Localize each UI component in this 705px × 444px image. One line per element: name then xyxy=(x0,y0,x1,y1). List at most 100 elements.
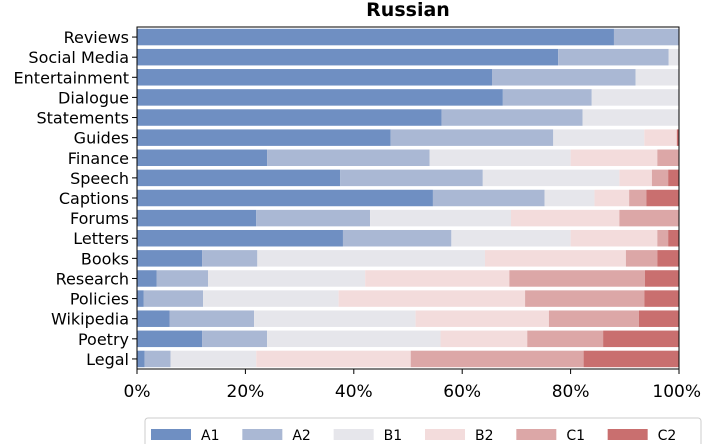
bar-finance-c1 xyxy=(657,149,679,167)
bar-statements-a1 xyxy=(137,109,442,126)
bar-books-a1 xyxy=(137,250,203,267)
bar-captions-b1 xyxy=(544,189,595,207)
bar-reviews-a1 xyxy=(137,28,614,46)
y-tick-label-speech: Speech xyxy=(70,169,129,188)
y-tick-label-wikipedia: Wikipedia xyxy=(51,310,129,329)
x-tick-label-80: 80% xyxy=(552,382,590,402)
y-tick-label-research: Research xyxy=(56,269,129,288)
bar-captions-c1 xyxy=(629,189,647,207)
bar-research-b1 xyxy=(208,270,366,287)
bar-legal-b2 xyxy=(256,350,411,368)
plot-frame xyxy=(136,26,680,370)
bar-wikipedia-a2 xyxy=(169,310,255,327)
bar-entertainment-a1 xyxy=(137,69,493,86)
bar-forums-c1 xyxy=(619,209,679,227)
bar-guides-c2 xyxy=(676,129,679,146)
bar-speech-c2 xyxy=(668,169,679,187)
bar-books-c1 xyxy=(625,250,658,267)
bar-finance-a1 xyxy=(137,149,268,167)
x-tick-label-60: 60% xyxy=(443,382,481,402)
y-tick-label-guides: Guides xyxy=(74,129,129,148)
bar-research-a1 xyxy=(137,270,157,287)
bars-layer xyxy=(137,28,679,368)
legend-label-c2: C2 xyxy=(658,428,677,444)
bar-social-media-a2 xyxy=(558,48,669,66)
bar-speech-a2 xyxy=(340,169,483,187)
bar-legal-b1 xyxy=(170,350,257,368)
y-tick-label-forums: Forums xyxy=(70,209,129,228)
legend-swatch-a1 xyxy=(151,429,191,440)
x-tick-label-20: 20% xyxy=(227,382,265,402)
bar-legal-c1 xyxy=(410,350,584,368)
y-tick-label-entertainment: Entertainment xyxy=(14,68,129,87)
bar-speech-b1 xyxy=(482,169,620,187)
y-tick-label-poetry: Poetry xyxy=(78,330,129,349)
bar-research-a2 xyxy=(156,270,209,287)
legend-swatch-a2 xyxy=(242,429,283,440)
bar-forums-b2 xyxy=(510,209,620,227)
bar-letters-a1 xyxy=(137,229,343,247)
legend-label-a2: A2 xyxy=(292,428,310,444)
bar-poetry-c2 xyxy=(603,330,679,348)
bar-speech-b2 xyxy=(619,169,652,187)
legend-label-a1: A1 xyxy=(201,428,219,444)
legend-box xyxy=(144,417,702,444)
bar-social-media-a1 xyxy=(137,48,559,66)
bar-guides-a1 xyxy=(137,129,391,146)
bar-policies-c1 xyxy=(525,290,645,307)
bar-poetry-b1 xyxy=(267,330,441,348)
y-tick-label-legal: Legal xyxy=(86,350,129,369)
bar-dialogue-a2 xyxy=(502,89,592,106)
bar-letters-a2 xyxy=(342,229,452,247)
y-tick-label-statements: Statements xyxy=(36,109,129,128)
y-tick-label-social-media: Social Media xyxy=(28,48,129,67)
bar-dialogue-b1 xyxy=(591,89,679,106)
bar-books-a2 xyxy=(202,250,258,267)
bar-entertainment-a2 xyxy=(492,69,636,86)
legend-label-b1: B1 xyxy=(384,428,403,444)
bar-research-c2 xyxy=(644,270,679,287)
bar-research-b2 xyxy=(365,270,510,287)
bar-guides-b2 xyxy=(644,129,677,146)
x-tick-label-0: 0% xyxy=(124,382,151,402)
bar-guides-b1 xyxy=(553,129,645,146)
bar-policies-c2 xyxy=(644,290,679,307)
bar-poetry-c1 xyxy=(527,330,604,348)
bar-statements-a2 xyxy=(441,109,583,126)
bar-forums-a2 xyxy=(256,209,371,227)
bar-wikipedia-c2 xyxy=(638,310,679,327)
bar-finance-b1 xyxy=(429,149,571,167)
bar-finance-b2 xyxy=(570,149,658,167)
bar-policies-a2 xyxy=(143,290,204,307)
bar-speech-a1 xyxy=(137,169,341,187)
bar-statements-b1 xyxy=(582,109,679,126)
y-tick-label-reviews: Reviews xyxy=(64,28,129,47)
bar-wikipedia-a1 xyxy=(137,310,170,327)
bar-policies-b2 xyxy=(338,290,526,307)
x-tick-label-40: 40% xyxy=(335,382,373,402)
bar-research-c1 xyxy=(509,270,645,287)
bar-speech-c1 xyxy=(651,169,669,187)
bar-captions-b2 xyxy=(594,189,630,207)
y-tick-label-books: Books xyxy=(81,249,129,268)
bar-finance-a2 xyxy=(267,149,430,167)
bar-legal-c2 xyxy=(583,350,679,368)
x-axis: 0% 20% 40% 60% 80% 100% xyxy=(124,369,701,402)
bar-letters-c1 xyxy=(657,229,669,247)
y-tick-label-dialogue: Dialogue xyxy=(58,88,129,107)
bar-policies-a1 xyxy=(137,290,144,307)
bar-letters-b2 xyxy=(570,229,658,247)
bar-poetry-a1 xyxy=(137,330,203,348)
bar-forums-a1 xyxy=(137,209,257,227)
legend-swatch-c1 xyxy=(516,429,557,440)
bar-captions-a2 xyxy=(432,189,545,207)
bar-guides-a2 xyxy=(390,129,554,146)
y-tick-label-letters: Letters xyxy=(73,229,129,248)
bar-letters-b1 xyxy=(451,229,571,247)
legend: A1 A2 B1 B2 C1 C2 xyxy=(144,417,702,444)
legend-swatch-b2 xyxy=(425,429,465,440)
bar-legal-a1 xyxy=(137,350,145,368)
bar-captions-c2 xyxy=(646,189,679,207)
bar-policies-b1 xyxy=(203,290,339,307)
